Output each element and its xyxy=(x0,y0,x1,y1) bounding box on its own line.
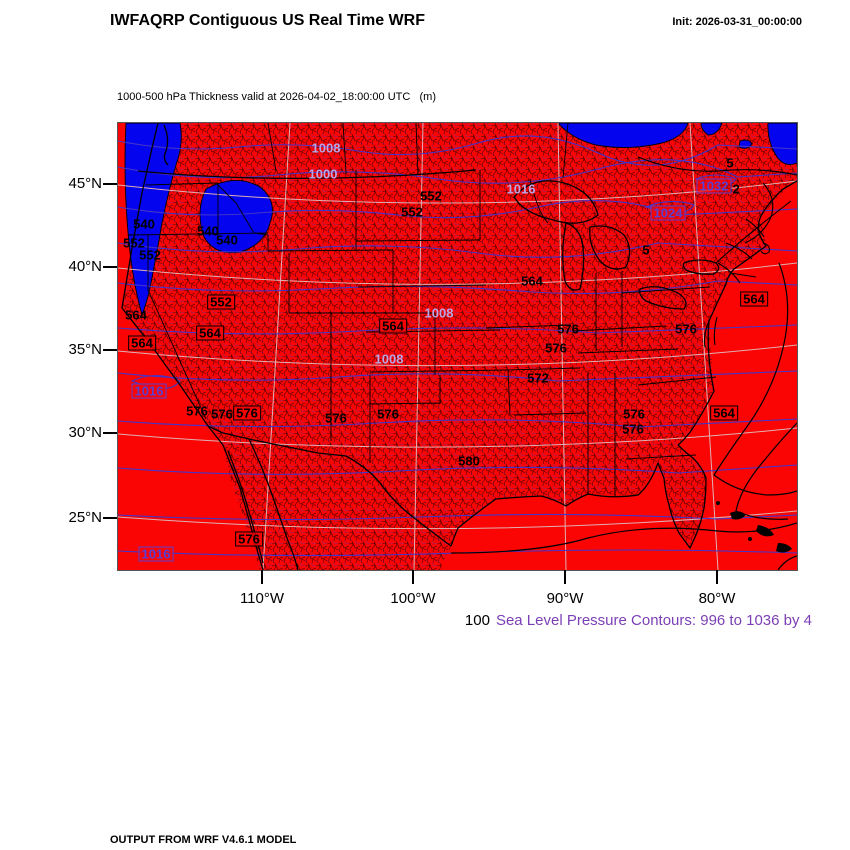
thickness-contour-label: 576 xyxy=(233,405,261,421)
thickness-contour-label: 580 xyxy=(458,453,480,469)
west-coast xyxy=(121,123,224,446)
lat-tick-mark xyxy=(103,517,117,519)
county-texture xyxy=(122,123,797,570)
thickness-contour-label: 5 xyxy=(642,242,650,258)
pressure-contour-label: 1016 xyxy=(131,383,167,399)
thickness-contour-label: 576 xyxy=(235,531,263,547)
thickness-contour-label: 564 xyxy=(740,291,768,307)
mexico-gulf-of-california-coast xyxy=(248,438,299,570)
coastlines-and-borders xyxy=(121,123,797,570)
pressure-contour-label: 1032 xyxy=(696,178,732,194)
subtitle-thickness-1: 1000-500 hPa Thickness valid at 2026-04-… xyxy=(117,91,436,103)
gulf-coast xyxy=(450,462,659,547)
thickness-contour-label: 540 xyxy=(197,223,219,239)
pressure-contour-label-light: 1008 xyxy=(424,305,454,321)
long-island xyxy=(729,272,757,278)
canada-border xyxy=(137,169,477,180)
thickness-contour-label: 552 xyxy=(420,188,442,204)
lat-tick-label: 40°N xyxy=(68,258,102,275)
lon-tick-mark xyxy=(412,570,414,584)
cuba-corner xyxy=(777,555,797,570)
thickness-contour-label: 576 xyxy=(211,406,233,422)
pressure-contour-label-light: 1008 xyxy=(311,140,341,156)
thickness-contour-label: 5 xyxy=(726,155,734,171)
thickness-contour-label: 552 xyxy=(207,294,235,310)
weather-map: 540 552 552 540 540 552 564 564 564 552 552 564 564 5… xyxy=(117,122,798,571)
thickness-contour-label: 552 xyxy=(123,235,145,251)
ocean-thickness-contours xyxy=(450,156,797,554)
florida xyxy=(657,444,707,550)
hudson-bay-patch xyxy=(557,123,689,149)
thickness-contour-label: 564 xyxy=(521,273,543,289)
init-timestamp: Init: 2026-03-31_00:00:00 xyxy=(672,16,802,28)
lake-huron xyxy=(589,225,631,270)
thickness-contour-label: 572 xyxy=(527,370,549,386)
thickness-contour-label: 576 xyxy=(623,406,645,422)
slp-contour-range-text: Sea Level Pressure Contours: 996 to 1036… xyxy=(495,612,812,629)
lat-tick-mark xyxy=(103,266,117,268)
gulf-st-lawrence-patch xyxy=(767,123,797,165)
bahamas-islands xyxy=(716,501,792,553)
lat-tick-label: 30°N xyxy=(68,424,102,441)
thickness-contour-label: 576 xyxy=(545,340,567,356)
us-mexico-border xyxy=(207,425,452,547)
lat-tick-mark xyxy=(103,183,117,185)
st-lawrence-river xyxy=(715,200,792,264)
thickness-contour-label: 552 xyxy=(401,204,423,220)
puget-sound xyxy=(163,124,169,166)
thickness-contour-label: 576 xyxy=(622,421,644,437)
lat-tick-label: 35°N xyxy=(68,341,102,358)
thickness-contour-label: 564 xyxy=(379,318,407,334)
pressure-contour-label-light: 1016 xyxy=(506,181,536,197)
lake-ontario xyxy=(682,259,720,275)
contour-info-prefix: 100 xyxy=(464,612,490,629)
cape-cod xyxy=(760,242,770,255)
lake-michigan xyxy=(562,222,585,291)
contour-info-line: 100 Sea Level Pressure Contours: 996 to 1… xyxy=(465,612,812,629)
atlantic-coast xyxy=(677,180,797,446)
pressure-contour-label: 1024 xyxy=(650,205,686,221)
lat-tick-mark xyxy=(103,432,117,434)
thickness-contour-label: 552 xyxy=(139,247,161,263)
chesapeake-bay xyxy=(703,316,718,348)
pressure-contour-label-light: 1008 xyxy=(374,351,404,367)
small-north-patch xyxy=(700,123,723,136)
lat-tick-label: 45°N xyxy=(68,175,102,192)
footer-model-line: OUTPUT FROM WRF V4.6.1 MODEL xyxy=(110,834,297,846)
lon-tick-mark xyxy=(564,570,566,584)
thickness-contour-label: 576 xyxy=(325,410,347,426)
thickness-contour-label: 540 xyxy=(216,232,238,248)
map-canvas xyxy=(118,123,797,570)
thickness-contour-label: 576 xyxy=(186,403,208,419)
model-footer: OUTPUT FROM WRF V4.6.1 MODEL WE = 580 ; … xyxy=(110,808,559,850)
thickness-contour-label: 540 xyxy=(133,216,155,232)
lon-tick-label: 110°W xyxy=(239,590,285,607)
lon-tick-label: 100°W xyxy=(390,590,436,607)
thickness-contour-label: 576 xyxy=(377,406,399,422)
thickness-contour-label: 564 xyxy=(128,335,156,351)
lon-tick-mark xyxy=(716,570,718,584)
graticule xyxy=(118,123,797,570)
lon-tick-label: 90°W xyxy=(546,590,584,607)
pressure-contour-label: 1016 xyxy=(138,546,174,562)
thickness-contour-label: 564 xyxy=(710,405,738,421)
thickness-contour-label: 564 xyxy=(196,325,224,341)
northeast-coast-detail xyxy=(717,218,765,284)
lat-tick-label: 25°N xyxy=(68,509,102,526)
lon-tick-mark xyxy=(261,570,263,584)
lat-tick-mark xyxy=(103,349,117,351)
new-brunswick-coast xyxy=(744,182,774,244)
thickness-contour-label: 564 xyxy=(125,307,147,323)
thickness-contour-label: 576 xyxy=(675,321,697,337)
lake-superior xyxy=(513,180,599,224)
lon-tick-label: 80°W xyxy=(698,590,736,607)
pressure-contour-label-light: 1000 xyxy=(308,166,338,182)
contour-labels-layer: 540 552 552 540 540 552 564 564 564 552 552 564 564 5… xyxy=(118,123,797,570)
lake-erie xyxy=(638,286,687,310)
page-title: IWFAQRP Contiguous US Real Time WRF xyxy=(110,12,425,29)
thickness-contour-label: 576 xyxy=(557,321,579,337)
